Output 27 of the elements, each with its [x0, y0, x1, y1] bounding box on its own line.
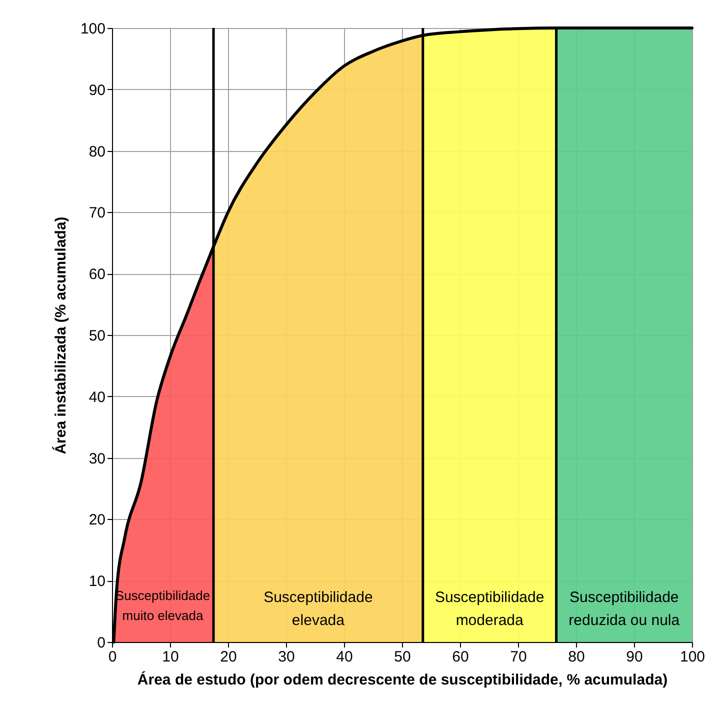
annotation: Susceptibilidade reduzida ou nula — [568, 589, 680, 629]
y-tick-label: 30 — [88, 450, 106, 468]
x-tick-label: 70 — [510, 648, 527, 666]
x-tick-label: 90 — [626, 648, 643, 666]
x-tick-label: 60 — [452, 648, 469, 666]
y-tick-label: 20 — [88, 512, 106, 529]
y-tick-label: 0 — [97, 634, 106, 652]
x-tick-label: 10 — [162, 648, 179, 666]
y-tick-label: 40 — [88, 388, 106, 406]
y-axis-title: Área instabilizada (% acumulada) — [51, 216, 70, 454]
x-tick-label: 100 — [680, 648, 706, 666]
y-tick-label: 90 — [88, 82, 106, 99]
y-tick-label: 50 — [88, 328, 106, 344]
x-tick-label: 80 — [568, 648, 585, 666]
x-tick-label: 50 — [394, 648, 411, 666]
y-tick-label: 100 — [80, 20, 106, 38]
x-tick-label: 30 — [278, 648, 295, 666]
annotation: Susceptibilidade elevada — [264, 589, 373, 629]
x-tick-label: 20 — [220, 648, 237, 666]
y-tick-label: 60 — [88, 266, 106, 284]
y-tick-label: 70 — [88, 204, 106, 222]
x-axis-title: Área de estudo (por odem decrescente de susceptibilidade, % acumulada) — [137, 670, 668, 688]
y-tick-label: 10 — [88, 573, 106, 590]
annotation: Susceptibilidade moderada — [434, 589, 544, 629]
y-tick-label: 80 — [88, 143, 106, 160]
x-tick-label: 0 — [108, 648, 117, 666]
x-tick-label: 40 — [336, 648, 353, 666]
